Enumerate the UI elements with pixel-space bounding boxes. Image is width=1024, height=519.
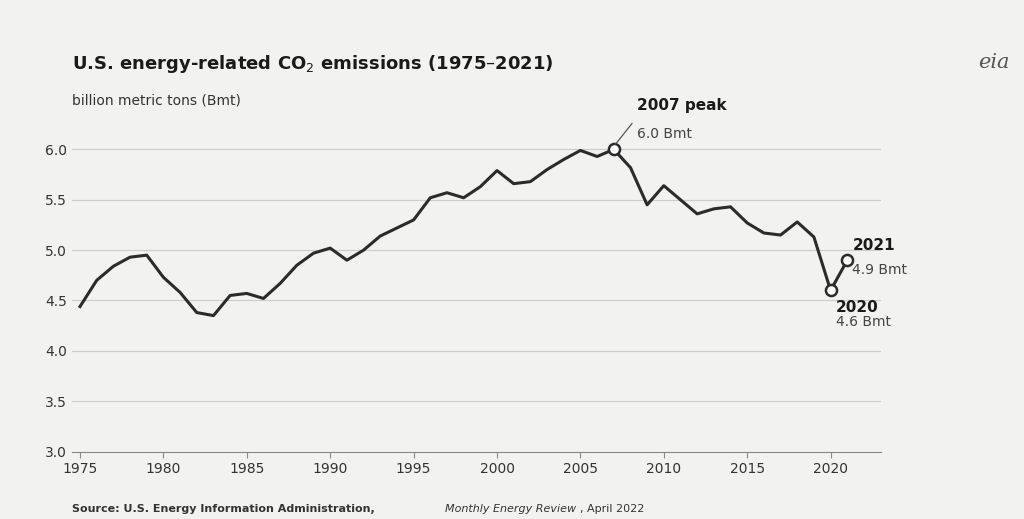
Text: U.S. energy-related CO$_2$ emissions (1975–2021): U.S. energy-related CO$_2$ emissions (19… xyxy=(72,53,553,75)
Text: 2020: 2020 xyxy=(836,301,879,316)
Text: 4.6 Bmt: 4.6 Bmt xyxy=(836,315,891,329)
Text: , April 2022: , April 2022 xyxy=(580,504,644,514)
Text: Monthly Energy Review: Monthly Energy Review xyxy=(445,504,577,514)
Text: 6.0 Bmt: 6.0 Bmt xyxy=(637,127,692,141)
Text: 4.9 Bmt: 4.9 Bmt xyxy=(852,263,907,277)
Text: billion metric tons (Bmt): billion metric tons (Bmt) xyxy=(72,94,241,108)
Text: eia: eia xyxy=(979,53,1010,73)
Text: Source: U.S. Energy Information Administration,: Source: U.S. Energy Information Administ… xyxy=(72,504,378,514)
Text: 2021: 2021 xyxy=(852,238,895,253)
Text: 2007 peak: 2007 peak xyxy=(637,98,727,113)
